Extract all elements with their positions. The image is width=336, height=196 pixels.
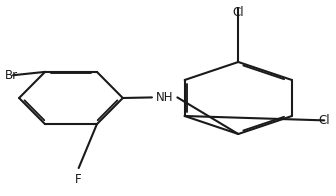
Text: Cl: Cl <box>233 5 244 19</box>
Text: Cl: Cl <box>319 114 330 127</box>
Text: Br: Br <box>5 69 18 82</box>
Text: F: F <box>75 173 82 186</box>
Text: NH: NH <box>156 91 173 104</box>
